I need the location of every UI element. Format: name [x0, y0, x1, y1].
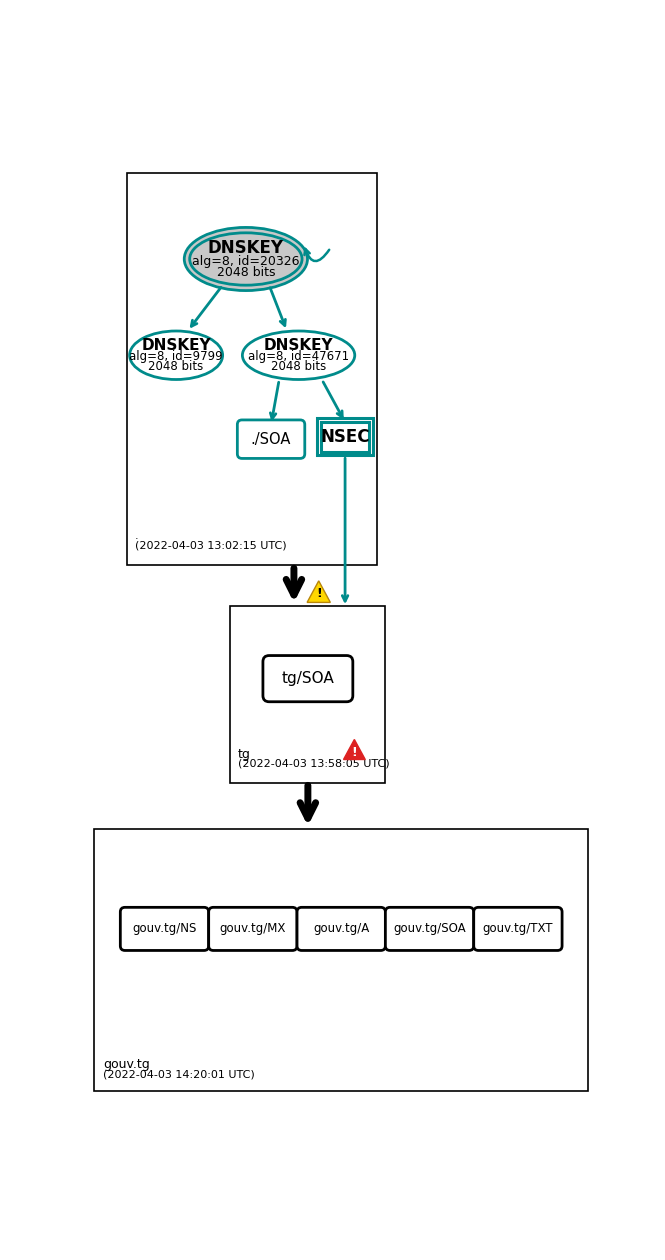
Text: DNSKEY: DNSKEY	[264, 338, 333, 353]
Text: (2022-04-03 14:20:01 UTC): (2022-04-03 14:20:01 UTC)	[103, 1068, 255, 1079]
Polygon shape	[344, 740, 365, 760]
Ellipse shape	[130, 331, 223, 379]
Text: !: !	[352, 746, 357, 759]
Text: NSEC: NSEC	[321, 428, 370, 446]
FancyBboxPatch shape	[127, 173, 377, 566]
Text: (2022-04-03 13:58:05 UTC): (2022-04-03 13:58:05 UTC)	[238, 759, 390, 769]
Text: !: !	[316, 587, 322, 601]
Text: (2022-04-03 13:02:15 UTC): (2022-04-03 13:02:15 UTC)	[135, 541, 287, 551]
FancyBboxPatch shape	[94, 829, 589, 1091]
Text: alg=8, id=47671: alg=8, id=47671	[248, 350, 349, 363]
Ellipse shape	[242, 331, 354, 379]
FancyBboxPatch shape	[297, 907, 386, 950]
FancyBboxPatch shape	[321, 422, 369, 451]
FancyBboxPatch shape	[209, 907, 297, 950]
Text: gouv.tg/SOA: gouv.tg/SOA	[393, 922, 466, 935]
Ellipse shape	[184, 228, 307, 291]
Polygon shape	[307, 581, 331, 602]
FancyBboxPatch shape	[386, 907, 473, 950]
FancyBboxPatch shape	[263, 655, 353, 702]
Text: alg=8, id=9799: alg=8, id=9799	[129, 350, 223, 363]
Text: alg=8, id=20326: alg=8, id=20326	[192, 255, 300, 268]
FancyBboxPatch shape	[230, 606, 386, 782]
FancyBboxPatch shape	[317, 418, 373, 455]
Text: DNSKEY: DNSKEY	[142, 338, 211, 353]
Text: gouv.tg: gouv.tg	[103, 1058, 150, 1071]
Text: .: .	[135, 530, 139, 541]
Text: DNSKEY: DNSKEY	[208, 239, 284, 257]
FancyBboxPatch shape	[237, 420, 305, 459]
Text: gouv.tg/TXT: gouv.tg/TXT	[483, 922, 553, 935]
Ellipse shape	[190, 233, 302, 285]
Text: gouv.tg/NS: gouv.tg/NS	[132, 922, 197, 935]
Text: tg/SOA: tg/SOA	[281, 672, 334, 687]
Text: 2048 bits: 2048 bits	[217, 266, 275, 278]
Text: gouv.tg/A: gouv.tg/A	[313, 922, 369, 935]
Text: ./SOA: ./SOA	[251, 432, 291, 447]
Text: 2048 bits: 2048 bits	[271, 360, 327, 373]
Text: 2048 bits: 2048 bits	[148, 360, 203, 373]
FancyBboxPatch shape	[473, 907, 562, 950]
Text: tg: tg	[238, 748, 251, 761]
FancyBboxPatch shape	[120, 907, 209, 950]
Text: gouv.tg/MX: gouv.tg/MX	[219, 922, 286, 935]
